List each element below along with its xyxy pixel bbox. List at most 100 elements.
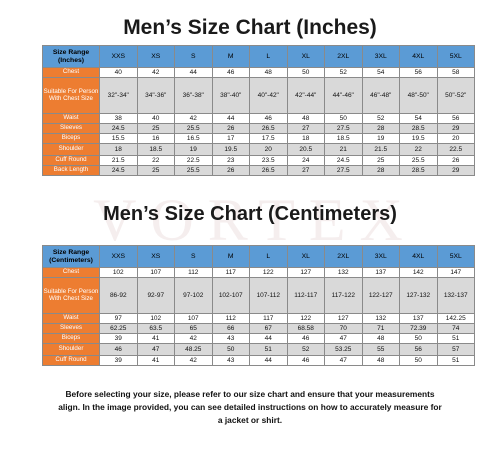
measurement-row: Cuff Round 39 41 42 43 44 46 47 48 50 51 bbox=[42, 355, 475, 366]
measurement-value: 29 bbox=[436, 165, 475, 176]
size-column-header: 3XL bbox=[361, 245, 400, 268]
size-column-header: 2XL bbox=[324, 45, 363, 68]
measurement-row: Chest 40 42 44 46 48 50 52 54 56 58 bbox=[42, 67, 475, 78]
measurement-value: 42 bbox=[174, 333, 213, 344]
measurement-value: 137 bbox=[361, 267, 400, 278]
measurement-value: 40"-42" bbox=[249, 77, 288, 114]
measurement-value: 24.5 bbox=[99, 165, 138, 176]
measurement-label: Back Length bbox=[42, 165, 100, 176]
measurement-value: 20 bbox=[249, 143, 288, 156]
size-column-header: L bbox=[249, 245, 288, 268]
measurement-value: 25 bbox=[136, 123, 175, 134]
measurement-value: 50"-52" bbox=[436, 77, 475, 114]
measurement-value: 44"-46" bbox=[324, 77, 363, 114]
measurement-value: 40 bbox=[99, 67, 138, 78]
measurement-value: 52 bbox=[286, 343, 325, 356]
measurement-value: 40 bbox=[136, 113, 175, 124]
measurement-value: 50 bbox=[286, 67, 325, 78]
measurement-value: 54 bbox=[361, 67, 400, 78]
measurement-value: 72.39 bbox=[399, 323, 438, 334]
measurement-value: 47 bbox=[136, 343, 175, 356]
measurement-value: 117 bbox=[211, 267, 250, 278]
size-column-header: 4XL bbox=[399, 45, 438, 68]
measurement-value: 63.5 bbox=[136, 323, 175, 334]
measurement-value: 17 bbox=[211, 133, 250, 144]
measurement-value: 137 bbox=[399, 313, 438, 324]
measurement-value: 19.5 bbox=[211, 143, 250, 156]
size-column-header: S bbox=[174, 45, 213, 68]
size-column-header: XS bbox=[136, 245, 175, 268]
measurement-value: 112-117 bbox=[286, 277, 325, 314]
measurement-row: Biceps 39 41 42 43 44 46 47 48 50 51 bbox=[42, 333, 475, 344]
measurement-value: 46 bbox=[286, 333, 325, 344]
measurement-row: Shoulder 18 18.5 19 19.5 20 20.5 21 21.5 22 22.5 bbox=[42, 143, 475, 156]
measurement-value: 117-122 bbox=[324, 277, 363, 314]
measurement-value: 42 bbox=[136, 67, 175, 78]
measurement-value: 20.5 bbox=[286, 143, 325, 156]
size-column-header: 5XL bbox=[436, 45, 475, 68]
measurement-value: 22.5 bbox=[174, 155, 213, 166]
measurement-value: 66 bbox=[211, 323, 250, 334]
measurement-value: 24 bbox=[286, 155, 325, 166]
measurement-value: 107 bbox=[136, 267, 175, 278]
measurement-value: 50 bbox=[399, 355, 438, 366]
measurement-value: 127 bbox=[324, 313, 363, 324]
measurement-value: 18.5 bbox=[324, 133, 363, 144]
measurement-row: Shoulder 46 47 48.25 50 51 52 53.25 55 56 57 bbox=[42, 343, 475, 356]
measurement-row: Back Length 24.5 25 25.5 26 26.5 27 27.5 28 28.5 2… bbox=[42, 165, 475, 176]
measurement-value: 127-132 bbox=[399, 277, 438, 314]
measurement-label: Cuff Round bbox=[42, 155, 100, 166]
measurement-value: 48.25 bbox=[174, 343, 213, 356]
measurement-value: 25 bbox=[361, 155, 400, 166]
measurement-label: Chest bbox=[42, 67, 100, 78]
measurement-value: 22 bbox=[136, 155, 175, 166]
measurement-value: 43 bbox=[211, 355, 250, 366]
measurement-value: 46"-48" bbox=[361, 77, 400, 114]
measurement-label: Cuff Round bbox=[42, 355, 100, 366]
measurement-value: 97-102 bbox=[174, 277, 213, 314]
measurement-value: 132-137 bbox=[436, 277, 475, 314]
measurement-value: 52 bbox=[361, 113, 400, 124]
measurement-value: 142.25 bbox=[436, 313, 475, 324]
inches-chart-title: Men’s Size Chart (Inches) bbox=[123, 16, 377, 39]
measurement-value: 48"-50" bbox=[399, 77, 438, 114]
measurement-value: 28.5 bbox=[399, 123, 438, 134]
measurement-value: 68.58 bbox=[286, 323, 325, 334]
measurement-value: 127 bbox=[286, 267, 325, 278]
measurement-value: 17.5 bbox=[249, 133, 288, 144]
measurement-value: 43 bbox=[211, 333, 250, 344]
measurement-value: 102 bbox=[99, 267, 138, 278]
measurement-value: 25.5 bbox=[174, 123, 213, 134]
measurement-value: 51 bbox=[436, 333, 475, 344]
measurement-value: 19.5 bbox=[399, 133, 438, 144]
measurement-value: 54 bbox=[399, 113, 438, 124]
measurement-value: 102 bbox=[136, 313, 175, 324]
measurement-value: 48 bbox=[361, 355, 400, 366]
measurement-value: 18 bbox=[286, 133, 325, 144]
measurement-value: 42 bbox=[174, 113, 213, 124]
measurement-value: 27 bbox=[286, 123, 325, 134]
measurement-value: 107-112 bbox=[249, 277, 288, 314]
size-range-label: Size Range (Inches) bbox=[42, 45, 100, 68]
measurement-value: 27 bbox=[286, 165, 325, 176]
measurement-value: 46 bbox=[99, 343, 138, 356]
measurement-value: 107 bbox=[174, 313, 213, 324]
measurement-value: 41 bbox=[136, 333, 175, 344]
measurement-value: 27.5 bbox=[324, 123, 363, 134]
measurement-value: 26.5 bbox=[249, 123, 288, 134]
measurement-value: 42"-44" bbox=[286, 77, 325, 114]
measurement-value: 53.25 bbox=[324, 343, 363, 356]
measurement-label: Shoulder bbox=[42, 143, 100, 156]
measurement-value: 15.5 bbox=[99, 133, 138, 144]
measurement-value: 46 bbox=[286, 355, 325, 366]
measurement-value: 86-92 bbox=[99, 277, 138, 314]
measurement-label: Waist bbox=[42, 113, 100, 124]
measurement-label: Biceps bbox=[42, 133, 100, 144]
measurement-value: 56 bbox=[399, 67, 438, 78]
measurement-value: 112 bbox=[211, 313, 250, 324]
size-column-header: 3XL bbox=[361, 45, 400, 68]
measurement-label: Sleeves bbox=[42, 123, 100, 134]
measurement-value: 32"-34" bbox=[99, 77, 138, 114]
centimeters-chart-title: Men’s Size Chart (Centimeters) bbox=[103, 203, 397, 225]
measurement-value: 58 bbox=[436, 67, 475, 78]
